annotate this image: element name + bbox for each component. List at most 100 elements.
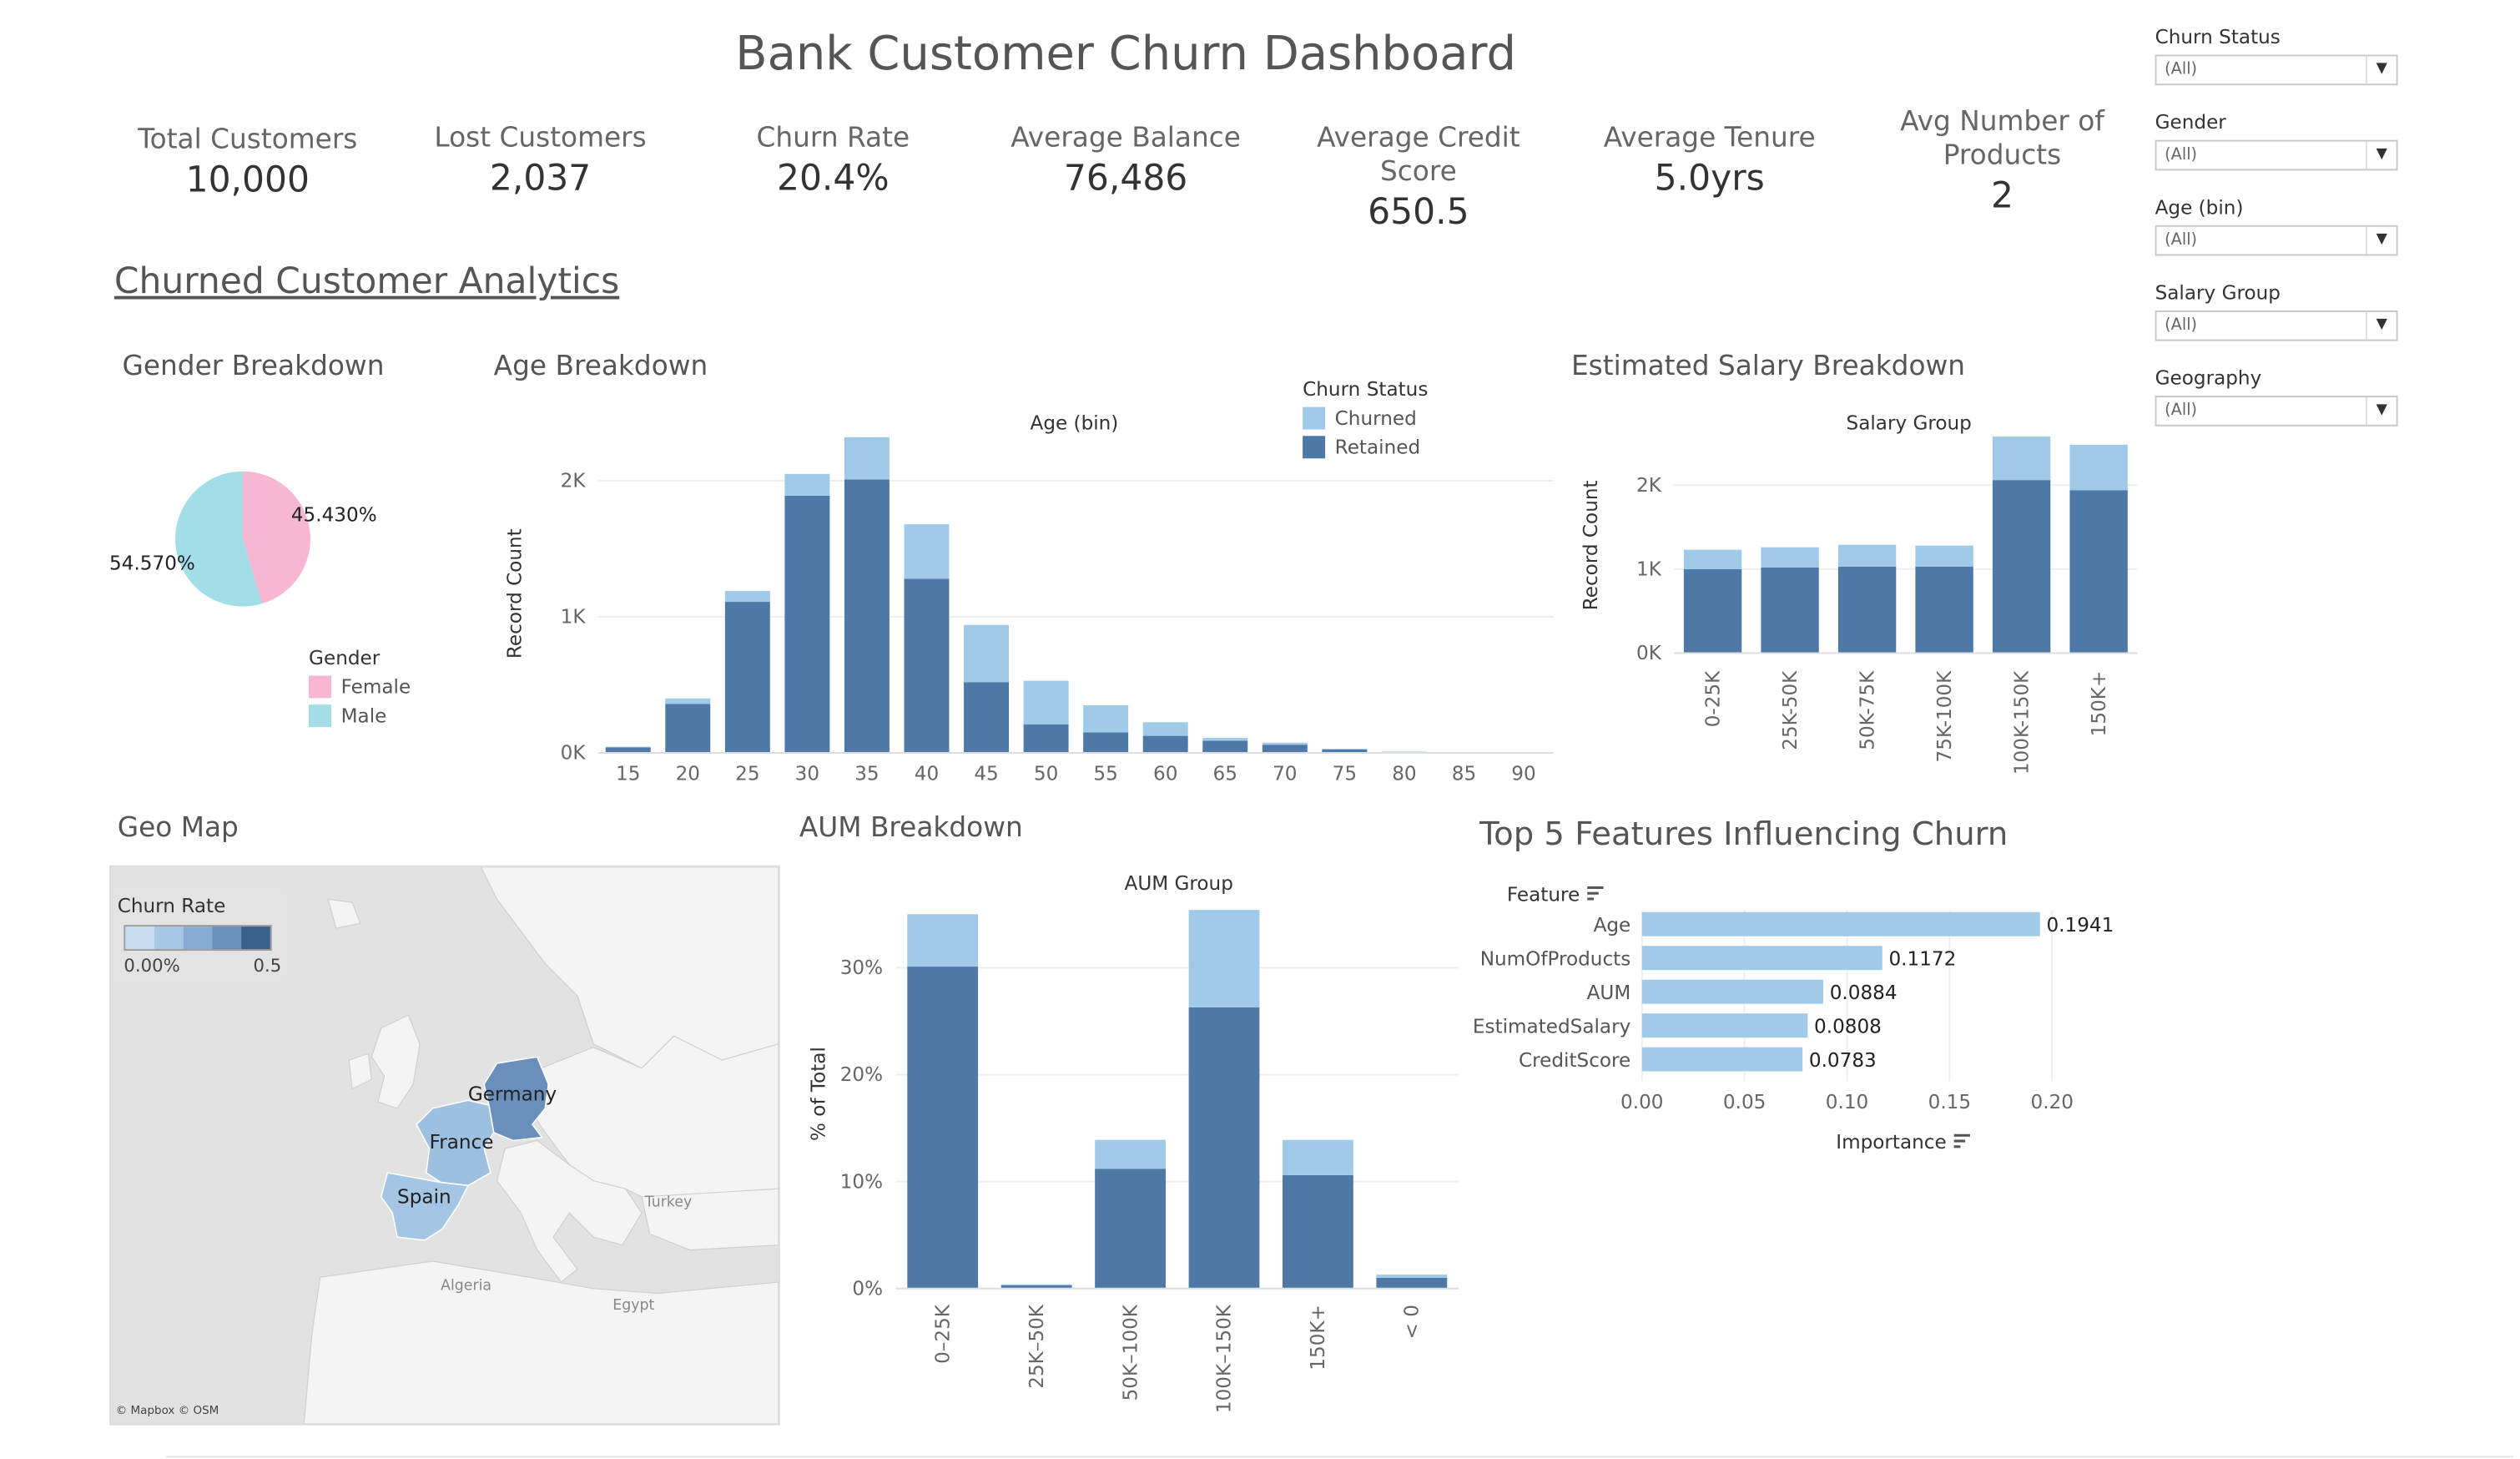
chevron-down-icon[interactable]: ▼ bbox=[2366, 56, 2397, 83]
bar-churned bbox=[1915, 546, 1973, 567]
sort-icon bbox=[1587, 897, 1594, 900]
kpi-average-balance: Average Balance 76,486 bbox=[1000, 122, 1252, 199]
kpi-value: 20.4% bbox=[714, 159, 952, 199]
x-tick-label: 45 bbox=[974, 764, 998, 785]
gender-panel-title: Gender Breakdown bbox=[122, 351, 384, 383]
bar-retained bbox=[1283, 1175, 1353, 1289]
filter-salary-group: Salary Group (All)▼ bbox=[2155, 281, 2412, 341]
x-tick-label: 65 bbox=[1213, 764, 1237, 785]
feature-bar bbox=[1642, 1013, 1808, 1037]
bar-retained bbox=[2069, 490, 2127, 653]
kpi-label: Average Balance bbox=[1000, 122, 1252, 155]
feature-label: AUM bbox=[1587, 982, 1631, 1004]
legend-item-churned[interactable]: Churned bbox=[1303, 407, 1428, 430]
kpi-label: Average Tenure bbox=[1592, 122, 1827, 155]
chevron-down-icon[interactable]: ▼ bbox=[2366, 227, 2397, 255]
bar-churned bbox=[1143, 722, 1188, 735]
legend-item-male[interactable]: Male bbox=[309, 704, 411, 727]
aum-panel-title: AUM Breakdown bbox=[799, 812, 1023, 845]
churn-status-select[interactable]: (All) ▼ bbox=[2155, 55, 2398, 86]
bar-churned bbox=[606, 747, 651, 748]
bar-churned bbox=[844, 437, 890, 480]
map-attribution: © Mapbox © OSM bbox=[116, 1405, 219, 1417]
kpi-value: 76,486 bbox=[1000, 159, 1252, 199]
bar-retained bbox=[1761, 568, 1818, 654]
legend-swatch bbox=[309, 675, 331, 698]
x-tick-label: 70 bbox=[1273, 764, 1297, 785]
x-tick-label: 85 bbox=[1452, 764, 1476, 785]
bar-churned bbox=[1283, 1140, 1353, 1175]
bar-retained bbox=[1095, 1169, 1166, 1289]
legend-swatch bbox=[309, 704, 331, 727]
legend-item-retained[interactable]: Retained bbox=[1303, 436, 1428, 458]
feature-label: EstimatedSalary bbox=[1473, 1016, 1630, 1037]
ramp-min-label: 0.00% bbox=[123, 956, 179, 977]
x-tick-label: 0–25K bbox=[932, 1304, 954, 1364]
x-tick-label: 25K–50K bbox=[1026, 1304, 1048, 1389]
x-tick-label: 0.05 bbox=[1723, 1092, 1766, 1113]
select-value: (All) bbox=[2165, 146, 2197, 164]
bar-churned bbox=[2069, 445, 2127, 490]
chevron-down-icon[interactable]: ▼ bbox=[2366, 397, 2397, 425]
map-label-germany: Germany bbox=[468, 1083, 557, 1105]
bar-churned bbox=[1684, 550, 1741, 569]
ramp-step bbox=[154, 926, 184, 949]
legend-label: Female bbox=[341, 675, 411, 698]
bar-retained bbox=[1838, 567, 1896, 654]
age-bin-select[interactable]: (All)▼ bbox=[2155, 225, 2398, 256]
legend-title: Churn Status bbox=[1303, 378, 1428, 401]
x-tick-label: 0.20 bbox=[2031, 1092, 2074, 1113]
bar-churned bbox=[1993, 437, 2050, 480]
geography-select[interactable]: (All)▼ bbox=[2155, 396, 2398, 427]
ramp-step bbox=[184, 926, 213, 949]
filter-age-bin: Age (bin) (All)▼ bbox=[2155, 196, 2412, 255]
gender-select[interactable]: (All) ▼ bbox=[2155, 140, 2398, 171]
legend-title: Churn Rate bbox=[118, 895, 282, 917]
legend-swatch bbox=[1303, 407, 1325, 430]
bar-retained bbox=[1684, 569, 1741, 654]
page-title: Bank Customer Churn Dashboard bbox=[643, 26, 1608, 81]
x-tick-label: 75K-100K bbox=[1934, 670, 1956, 763]
bar-retained bbox=[907, 967, 978, 1289]
filter-label: Geography bbox=[2155, 366, 2412, 389]
chevron-down-icon[interactable]: ▼ bbox=[2366, 142, 2397, 169]
x-tick-label: 35 bbox=[854, 764, 879, 785]
y-axis-label: Record Count bbox=[1580, 480, 1602, 610]
bar-churned bbox=[725, 591, 770, 602]
kpi-value: 5.0yrs bbox=[1592, 159, 1827, 199]
kpi-value: 650.5 bbox=[1277, 193, 1560, 233]
bar-retained bbox=[725, 602, 770, 753]
kpi-value: 2 bbox=[1882, 177, 2123, 217]
geo-map[interactable]: Germany France Spain Turkey Algeria Egyp… bbox=[109, 866, 780, 1426]
bar-churned bbox=[964, 625, 1009, 682]
map-label-egypt: Egypt bbox=[612, 1298, 654, 1314]
bar-retained bbox=[1024, 724, 1069, 753]
x-tick-label: 50 bbox=[1034, 764, 1058, 785]
kpi-avg-number-of-products: Avg Number of Products 2 bbox=[1882, 106, 2123, 217]
x-tick-label: 0.15 bbox=[1928, 1092, 1971, 1113]
legend-item-female[interactable]: Female bbox=[309, 675, 411, 698]
y-tick-label: 0K bbox=[1636, 643, 1662, 664]
x-tick-label: 55 bbox=[1093, 764, 1117, 785]
feature-label: Age bbox=[1594, 915, 1631, 936]
y-tick-label: 2K bbox=[1636, 475, 1662, 497]
feature-bar bbox=[1642, 912, 2040, 936]
chevron-down-icon[interactable]: ▼ bbox=[2366, 312, 2397, 340]
map-label-spain: Spain bbox=[397, 1185, 451, 1208]
x-tick-label: 25K-50K bbox=[1780, 670, 1802, 750]
sort-icon bbox=[1954, 1145, 1961, 1148]
kpi-total-customers: Total Customers 10,000 bbox=[129, 124, 366, 201]
chart-title: Salary Group bbox=[1847, 413, 1972, 435]
salary-group-select[interactable]: (All)▼ bbox=[2155, 310, 2398, 341]
bar-retained bbox=[665, 704, 710, 753]
x-axis-label: Importance bbox=[1836, 1132, 1946, 1154]
y-tick-label: 20% bbox=[840, 1064, 883, 1086]
ramp-labels: 0.00% 0.5 bbox=[123, 956, 281, 977]
x-tick-label: 75 bbox=[1333, 764, 1357, 785]
x-tick-label: 0-25K bbox=[1702, 670, 1724, 727]
bar-retained bbox=[1189, 1007, 1260, 1289]
select-value: (All) bbox=[2165, 61, 2197, 78]
kpi-label: Lost Customers bbox=[421, 122, 659, 155]
